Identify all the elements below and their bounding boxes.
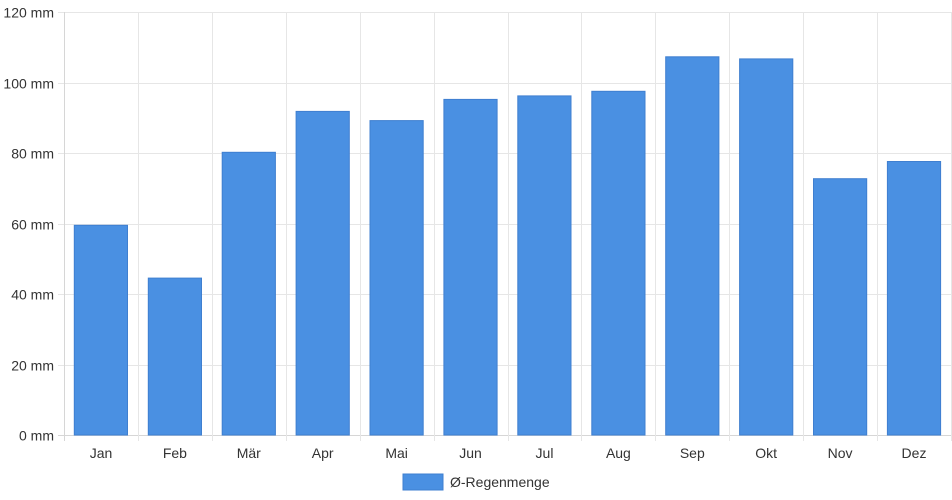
- bar-jul[interactable]: [517, 95, 572, 436]
- bar-okt[interactable]: [739, 58, 794, 436]
- bar-feb[interactable]: [147, 277, 203, 436]
- bar-dez[interactable]: [886, 161, 942, 436]
- legend-label[interactable]: Ø-Regenmenge: [450, 474, 550, 490]
- x-tick-label: Mai: [385, 445, 408, 461]
- x-tick-label: Dez: [902, 445, 927, 461]
- y-axis: 0 mm 20 mm 40 mm 60 mm 80 mm 100 mm 120 mm: [3, 5, 54, 444]
- x-tick-label: Jan: [90, 445, 113, 461]
- bar-mär[interactable]: [221, 151, 276, 436]
- x-tick-label: Aug: [606, 445, 631, 461]
- y-tick-label: 20 mm: [11, 358, 54, 374]
- bar-sep[interactable]: [665, 56, 720, 436]
- chart-grid: [58, 12, 952, 441]
- legend-swatch[interactable]: [402, 473, 444, 491]
- x-tick-label: Mär: [237, 445, 261, 461]
- bar-aug[interactable]: [591, 90, 646, 436]
- x-tick-label: Nov: [828, 445, 853, 461]
- y-tick-label: 120 mm: [3, 5, 54, 21]
- bar-mai[interactable]: [369, 120, 424, 436]
- y-tick-label: 100 mm: [3, 76, 54, 92]
- bar-jun[interactable]: [443, 98, 498, 436]
- x-tick-label: Jul: [536, 445, 554, 461]
- y-tick-label: 40 mm: [11, 287, 54, 303]
- y-tick-label: 0 mm: [19, 428, 54, 444]
- x-tick-label: Feb: [163, 445, 187, 461]
- x-tick-label: Sep: [680, 445, 705, 461]
- x-axis: Jan Feb Mär Apr Mai Jun Jul Aug Sep Okt Nov Dez: [90, 445, 927, 461]
- x-tick-label: Okt: [755, 445, 777, 461]
- bar-jan[interactable]: [73, 224, 129, 436]
- x-tick-label: Jun: [459, 445, 482, 461]
- y-tick-label: 60 mm: [11, 217, 54, 233]
- x-tick-label: Apr: [312, 445, 334, 461]
- bar-apr[interactable]: [295, 110, 350, 436]
- bar-nov[interactable]: [813, 178, 868, 436]
- y-tick-label: 80 mm: [11, 146, 54, 162]
- legend[interactable]: Ø-Regenmenge: [402, 473, 550, 491]
- bar-series: [73, 56, 942, 436]
